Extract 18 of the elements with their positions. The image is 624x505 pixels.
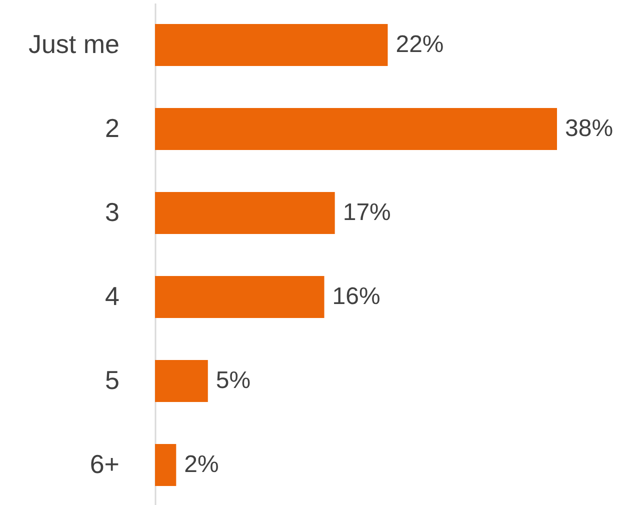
data-label: 2% (184, 451, 219, 478)
data-label: 38% (565, 115, 614, 142)
y-tick-label: 3 (105, 197, 120, 227)
bar (155, 360, 208, 402)
data-label: 16% (332, 283, 380, 310)
y-tick-label: 5 (105, 365, 120, 395)
bar (155, 192, 335, 234)
y-tick-label: 2 (105, 113, 120, 143)
bar (155, 24, 388, 66)
bar (155, 276, 324, 318)
y-tick-label: 6+ (90, 449, 120, 479)
data-label: 17% (342, 199, 391, 226)
bar (155, 108, 557, 150)
data-label: 5% (216, 367, 251, 394)
y-tick-label: Just me (28, 29, 120, 59)
data-label: 22% (396, 31, 444, 58)
bar (155, 444, 176, 486)
y-tick-label: 4 (105, 281, 120, 311)
